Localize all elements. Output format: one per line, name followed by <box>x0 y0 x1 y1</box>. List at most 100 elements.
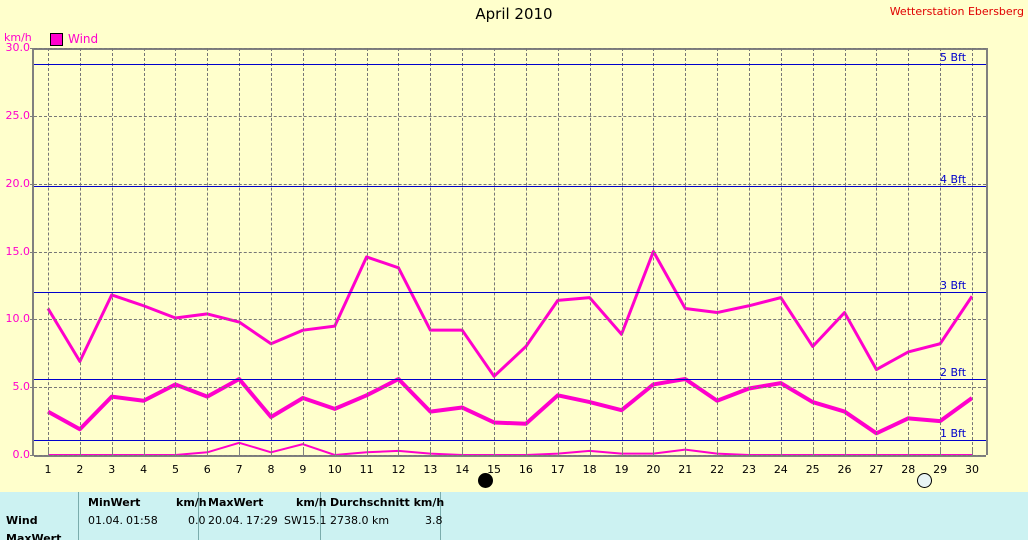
x-gridline <box>48 48 49 455</box>
x-axis-tick-label: 12 <box>391 463 406 476</box>
x-axis-tick <box>239 449 241 456</box>
y-axis-unit-label: km/h <box>4 31 32 44</box>
y-axis-tick-label: 30.0 <box>5 41 31 54</box>
plot-frame-right <box>986 48 988 455</box>
table-cell-max-date: 20.04. <box>208 514 243 527</box>
y-gridline <box>34 251 986 253</box>
x-axis-tick-label: 10 <box>327 463 342 476</box>
x-axis-tick <box>430 449 432 456</box>
table-cell-avg-value: 3.8 <box>425 514 443 527</box>
table-row-label-next: MaxWert <box>6 532 62 540</box>
x-axis-tick-label: 4 <box>140 463 148 476</box>
x-gridline <box>462 48 464 455</box>
x-axis-tick <box>302 449 304 456</box>
y-axis-tick-label: 10.0 <box>5 312 31 326</box>
x-axis-tick <box>685 449 687 456</box>
x-axis-tick <box>589 449 591 456</box>
x-gridline <box>175 48 177 455</box>
x-axis-tick-label: 1 <box>44 463 52 476</box>
wind-min-line <box>48 441 972 455</box>
y-axis-tick <box>30 387 34 389</box>
x-axis-tick <box>494 449 496 456</box>
full-moon-icon <box>917 473 933 488</box>
table-header-maxwert-unit: km/h <box>296 496 327 509</box>
x-axis-tick <box>334 449 336 456</box>
y-axis-tick <box>30 319 34 321</box>
x-gridline <box>621 48 623 455</box>
new-moon-icon <box>477 473 493 488</box>
beaufort-label: 3 Bft <box>940 279 967 293</box>
x-axis-tick-label: 22 <box>710 463 725 476</box>
wind-legend-label: Wind <box>68 32 99 46</box>
x-axis-tick <box>175 449 177 456</box>
y-axis-tick <box>30 251 34 253</box>
y-gridline <box>34 115 986 117</box>
x-axis-tick <box>908 449 910 456</box>
x-axis-tick-label: 15 <box>487 463 502 476</box>
x-axis-tick <box>940 449 942 456</box>
x-axis-tick-label: 13 <box>423 463 438 476</box>
y-gridline <box>34 455 986 456</box>
x-gridline <box>876 48 878 455</box>
x-axis-tick-label: 16 <box>518 463 533 476</box>
x-axis-tick <box>462 449 464 456</box>
x-gridline <box>143 48 145 455</box>
x-gridline <box>557 48 559 455</box>
x-axis-tick-label: 26 <box>837 463 852 476</box>
y-axis-tick-label: 20.0 <box>5 176 31 190</box>
y-axis-tick <box>30 183 34 185</box>
table-column-separator <box>198 492 199 540</box>
plot-area <box>32 48 988 457</box>
x-axis-tick-label: 11 <box>359 463 374 476</box>
beaufort-label: 4 Bft <box>940 173 967 187</box>
table-column-separator <box>78 492 79 540</box>
table-column-separator <box>320 492 321 540</box>
x-axis-tick <box>748 449 750 456</box>
table-cell-avg-distance: 2738.0 km <box>330 514 390 527</box>
x-axis-tick-label: 3 <box>108 463 116 476</box>
beaufort-line <box>34 292 986 294</box>
x-axis-tick-label: 14 <box>455 463 470 476</box>
y-axis-tick <box>30 115 34 117</box>
x-gridline <box>653 48 655 455</box>
table-header-durchschnitt: Durchschnitt km/h <box>330 496 445 509</box>
y-axis-tick <box>30 455 34 456</box>
x-axis-tick <box>844 449 846 456</box>
wind-durchschnitt-line <box>47 377 974 436</box>
x-axis-tick <box>876 449 878 456</box>
x-axis-tick <box>111 449 113 456</box>
x-axis-tick-label: 29 <box>933 463 948 476</box>
x-gridline <box>430 48 432 455</box>
plot-frame-bottom <box>34 455 986 457</box>
x-axis-tick <box>557 449 559 456</box>
x-axis-tick-label: 30 <box>965 463 979 476</box>
x-axis-tick-label: 23 <box>741 463 756 476</box>
x-axis-tick-label: 21 <box>678 463 693 476</box>
x-axis-tick-label: 9 <box>299 463 307 476</box>
x-gridline <box>844 48 846 455</box>
x-axis-tick <box>621 449 623 456</box>
x-axis-tick-label: 25 <box>805 463 820 476</box>
x-axis-tick <box>79 449 81 456</box>
x-gridline <box>239 48 241 455</box>
y-axis-tick-label: 15.0 <box>5 244 31 258</box>
x-axis-tick-label: 19 <box>614 463 629 476</box>
table-cell-max-value: 15.1 <box>302 514 327 527</box>
wind-series-lines <box>46 250 974 455</box>
beaufort-line <box>34 186 986 188</box>
x-axis-tick-label: 27 <box>869 463 884 476</box>
table-column-separator <box>440 492 441 540</box>
x-gridline <box>334 48 336 455</box>
station-name: Wetterstation Ebersberg <box>889 5 1024 18</box>
x-axis-tick <box>717 449 719 456</box>
x-gridline <box>972 48 973 455</box>
table-header-minwert: MinWert <box>88 496 141 509</box>
table-row-label-wind: Wind <box>6 514 38 527</box>
x-gridline <box>685 48 687 455</box>
y-gridline <box>34 183 986 185</box>
x-axis-tick-label: 20 <box>646 463 661 476</box>
x-axis-tick <box>812 449 814 456</box>
beaufort-line <box>34 440 986 442</box>
x-axis-tick-label: 24 <box>773 463 788 476</box>
x-axis-tick-label: 2 <box>76 463 84 476</box>
